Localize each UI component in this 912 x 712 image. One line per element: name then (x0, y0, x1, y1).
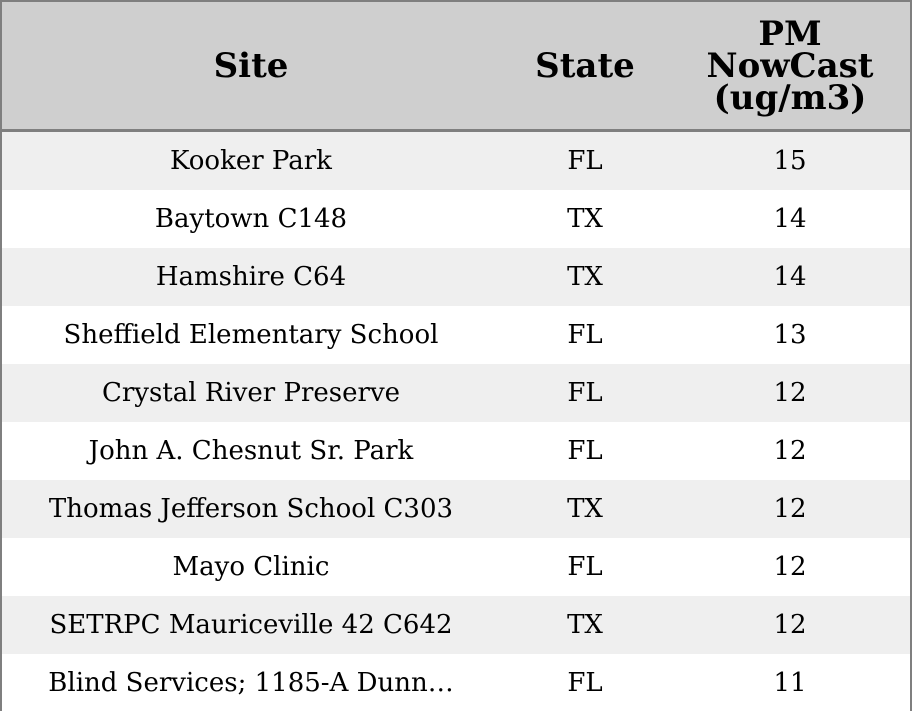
table-row: SETRPC Mauriceville 42 C642 TX 12 (2, 596, 910, 654)
site-cell: Blind Services; 1185-A Dunn… (48, 668, 454, 698)
site-cell: Baytown C148 (154, 204, 348, 234)
pm-value-cell: 12 (773, 552, 807, 582)
site-cell: Thomas Jefferson School C303 (48, 494, 454, 524)
state-cell: TX (567, 262, 603, 292)
column-header-site: Site (213, 45, 289, 86)
pm-value-cell: 11 (773, 668, 807, 698)
site-cell: SETRPC Mauriceville 42 C642 (49, 610, 453, 640)
site-cell: Mayo Clinic (172, 552, 330, 582)
state-cell: FL (567, 552, 603, 582)
column-header-state: State (535, 45, 635, 86)
table-row: Sheffield Elementary School FL 13 (2, 306, 910, 364)
table-row: Thomas Jefferson School C303 TX 12 (2, 480, 910, 538)
pm-value-cell: 15 (773, 146, 807, 176)
pm-value-cell: 12 (773, 378, 807, 408)
table-row: Hamshire C64 TX 14 (2, 248, 910, 306)
pm-value-cell: 12 (773, 494, 807, 524)
site-cell: Hamshire C64 (155, 262, 347, 292)
column-header-pm-nowcast: PM NowCast (ug/m3) (706, 13, 874, 118)
table-row: Kooker Park FL 15 (2, 132, 910, 190)
pm-value-cell: 12 (773, 610, 807, 640)
state-cell: FL (567, 146, 603, 176)
table-row: Mayo Clinic FL 12 (2, 538, 910, 596)
table-body: Kooker Park FL 15 Baytown C148 TX 14 Hamshire … (2, 132, 910, 712)
site-cell: John A. Chesnut Sr. Park (88, 436, 414, 466)
pm-value-cell: 12 (773, 436, 807, 466)
state-cell: FL (567, 320, 603, 350)
table-header: Site State PM NowCast (ug/m3) (2, 2, 910, 132)
state-cell: TX (567, 610, 603, 640)
pm-value-cell: 14 (773, 204, 807, 234)
table-row: Crystal River Preserve FL 12 (2, 364, 910, 422)
table-row: Blind Services; 1185-A Dunn… FL 11 (2, 654, 910, 712)
pm-value-cell: 14 (773, 262, 807, 292)
table-row: Baytown C148 TX 14 (2, 190, 910, 248)
site-cell: Crystal River Preserve (101, 378, 401, 408)
site-cell: Kooker Park (170, 146, 332, 176)
state-cell: FL (567, 436, 603, 466)
table-row: John A. Chesnut Sr. Park FL 12 (2, 422, 910, 480)
state-cell: FL (567, 668, 603, 698)
state-cell: FL (567, 378, 603, 408)
state-cell: TX (567, 494, 603, 524)
pm-value-cell: 13 (773, 320, 807, 350)
state-cell: TX (567, 204, 603, 234)
site-cell: Sheffield Elementary School (63, 320, 439, 350)
